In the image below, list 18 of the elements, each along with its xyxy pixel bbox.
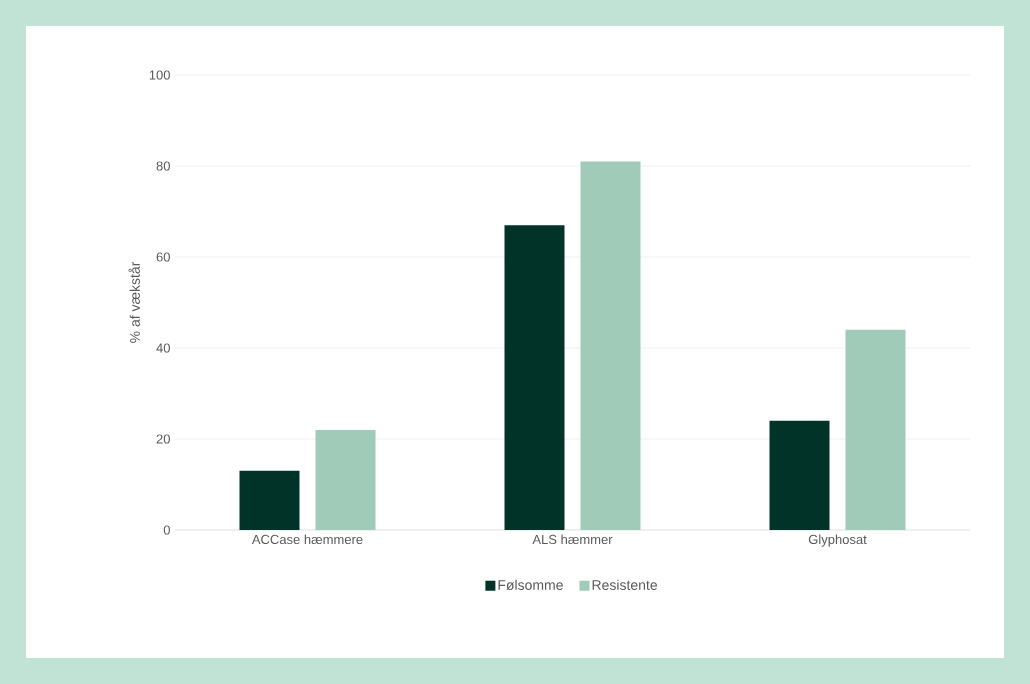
bar	[769, 420, 830, 530]
legend-label: Følsomme	[498, 579, 563, 591]
y-tick-label: 60	[156, 252, 170, 262]
x-tick-label: ACCase hæmmere	[251, 534, 363, 545]
bar	[239, 470, 300, 530]
bar	[845, 329, 906, 530]
bar	[315, 429, 376, 530]
y-tick-label: 80	[156, 161, 170, 171]
y-tick-label: 40	[156, 343, 170, 353]
bar	[504, 225, 565, 530]
y-tick-label: 100	[149, 70, 170, 80]
y-tick-label: 20	[156, 434, 170, 444]
x-tick-label: Glyphosat	[808, 534, 867, 547]
legend-label: Resistente	[592, 579, 657, 590]
y-axis-title: % af vækstår	[128, 261, 140, 343]
y-tick-label: 0	[163, 525, 170, 535]
x-tick-label: ALS hæmmer	[532, 534, 613, 545]
bar	[580, 161, 641, 530]
